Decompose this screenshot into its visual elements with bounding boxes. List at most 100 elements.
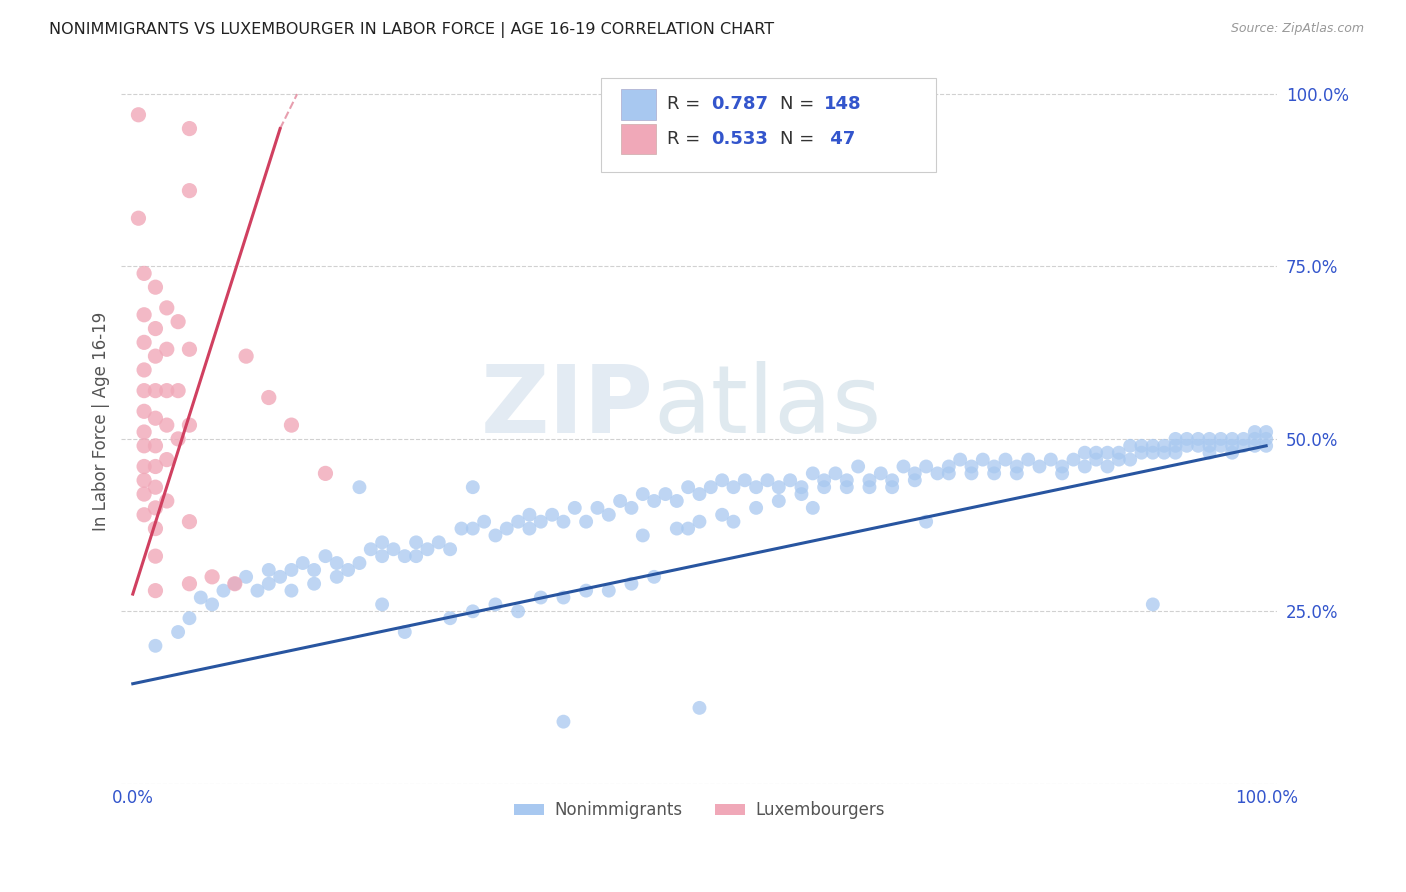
- Text: 47: 47: [824, 130, 856, 148]
- Point: [631, 487, 654, 501]
- Point: [983, 459, 1005, 474]
- Point: [519, 522, 541, 536]
- Point: [745, 480, 768, 494]
- Text: NONIMMIGRANTS VS LUXEMBOURGER IN LABOR FORCE | AGE 16-19 CORRELATION CHART: NONIMMIGRANTS VS LUXEMBOURGER IN LABOR F…: [49, 22, 775, 38]
- Point: [665, 522, 688, 536]
- Point: [1074, 446, 1097, 460]
- Point: [156, 418, 179, 433]
- Text: R =: R =: [666, 130, 706, 148]
- Point: [179, 611, 201, 625]
- Point: [405, 535, 427, 549]
- Point: [643, 570, 665, 584]
- Point: [1050, 467, 1073, 481]
- Point: [665, 494, 688, 508]
- Point: [472, 515, 495, 529]
- Point: [575, 515, 598, 529]
- Point: [813, 480, 835, 494]
- Point: [768, 494, 790, 508]
- Point: [1209, 432, 1232, 446]
- Point: [280, 418, 302, 433]
- Point: [326, 570, 349, 584]
- Point: [461, 480, 484, 494]
- Point: [1028, 459, 1050, 474]
- Point: [1153, 439, 1175, 453]
- Point: [145, 480, 167, 494]
- Point: [132, 266, 155, 280]
- Point: [1232, 439, 1254, 453]
- Point: [530, 591, 553, 605]
- Point: [745, 500, 768, 515]
- Point: [1243, 425, 1265, 439]
- FancyBboxPatch shape: [602, 78, 936, 172]
- Point: [620, 500, 643, 515]
- Point: [893, 459, 915, 474]
- Point: [179, 121, 201, 136]
- Point: [484, 598, 506, 612]
- Point: [949, 452, 972, 467]
- Point: [349, 480, 371, 494]
- Point: [1256, 439, 1278, 453]
- Point: [1005, 459, 1028, 474]
- Point: [676, 522, 699, 536]
- Point: [586, 500, 609, 515]
- Point: [598, 583, 620, 598]
- Point: [371, 535, 394, 549]
- Point: [1187, 439, 1209, 453]
- Point: [858, 473, 880, 487]
- Point: [1175, 439, 1198, 453]
- Point: [167, 625, 190, 640]
- Point: [688, 701, 710, 715]
- Point: [257, 576, 280, 591]
- FancyBboxPatch shape: [621, 124, 655, 154]
- Point: [846, 459, 869, 474]
- Point: [145, 522, 167, 536]
- Point: [938, 459, 960, 474]
- Point: [1153, 446, 1175, 460]
- Point: [688, 515, 710, 529]
- Point: [676, 480, 699, 494]
- Point: [179, 343, 201, 357]
- FancyBboxPatch shape: [621, 89, 655, 120]
- Point: [167, 315, 190, 329]
- Point: [1198, 439, 1220, 453]
- Text: N =: N =: [780, 95, 820, 113]
- Point: [1220, 439, 1243, 453]
- Point: [450, 522, 472, 536]
- Point: [224, 576, 246, 591]
- Point: [439, 542, 461, 557]
- Point: [790, 487, 813, 501]
- Point: [1062, 452, 1084, 467]
- Point: [575, 583, 598, 598]
- Point: [1256, 432, 1278, 446]
- Point: [1256, 425, 1278, 439]
- Point: [167, 384, 190, 398]
- Point: [1198, 432, 1220, 446]
- Point: [145, 639, 167, 653]
- Point: [132, 473, 155, 487]
- Text: 0.787: 0.787: [711, 95, 768, 113]
- Point: [1209, 439, 1232, 453]
- Point: [156, 343, 179, 357]
- Legend: Nonimmigrants, Luxembourgers: Nonimmigrants, Luxembourgers: [508, 795, 891, 826]
- Point: [994, 452, 1017, 467]
- Point: [700, 480, 723, 494]
- Point: [145, 349, 167, 363]
- Point: [960, 459, 983, 474]
- Point: [145, 411, 167, 425]
- Point: [132, 425, 155, 439]
- Point: [1119, 439, 1142, 453]
- Point: [508, 515, 530, 529]
- Point: [1220, 432, 1243, 446]
- Point: [1119, 452, 1142, 467]
- Point: [179, 418, 201, 433]
- Point: [405, 549, 427, 563]
- Point: [927, 467, 949, 481]
- Point: [127, 108, 149, 122]
- Point: [564, 500, 586, 515]
- Point: [1142, 446, 1164, 460]
- Point: [824, 467, 846, 481]
- Point: [790, 480, 813, 494]
- Point: [145, 549, 167, 563]
- Text: atlas: atlas: [654, 361, 882, 453]
- Point: [835, 473, 858, 487]
